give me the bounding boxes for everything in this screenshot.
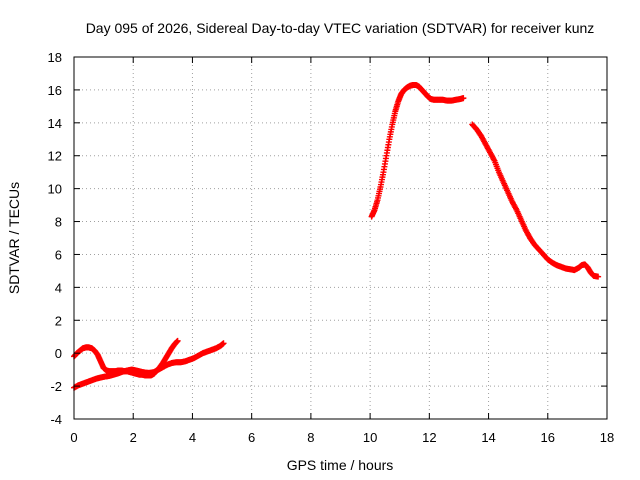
y-tick-label: 14 <box>48 116 62 131</box>
x-tick-label: 12 <box>422 430 436 445</box>
y-tick-label: 8 <box>55 215 62 230</box>
axis-ticks: 0 2 4 6 8 10 12 14 16 18 -4 -2 0 2 4 6 8 10 12 14 16 18 <box>48 50 615 445</box>
y-tick-label: -2 <box>50 379 62 394</box>
series-3 <box>368 81 467 220</box>
data-points <box>71 81 602 391</box>
y-tick-label: 16 <box>48 83 62 98</box>
chart-title: Day 095 of 2026, Sidereal Day-to-day VTE… <box>86 20 595 36</box>
data-point <box>595 273 602 280</box>
grid-lines <box>74 57 607 419</box>
data-point <box>460 95 467 102</box>
series-2 <box>71 340 227 391</box>
y-tick-label: 6 <box>55 247 62 262</box>
y-axis-label: SDTVAR / TECUs <box>6 182 22 294</box>
y-tick-label: 0 <box>55 346 62 361</box>
y-tick-label: 12 <box>48 149 62 164</box>
x-tick-label: 8 <box>307 430 314 445</box>
x-axis-label: GPS time / hours <box>287 457 394 473</box>
x-tick-label: 16 <box>541 430 555 445</box>
x-tick-label: 6 <box>248 430 255 445</box>
x-tick-label: 18 <box>600 430 614 445</box>
x-tick-label: 10 <box>363 430 377 445</box>
x-tick-label: 4 <box>189 430 196 445</box>
data-point <box>174 337 181 344</box>
x-tick-label: 2 <box>130 430 137 445</box>
y-tick-label: 18 <box>48 50 62 65</box>
plot-frame <box>73 56 608 420</box>
y-tick-label: -4 <box>50 412 62 427</box>
y-tick-label: 2 <box>55 313 62 328</box>
y-tick-label: 4 <box>55 280 62 295</box>
x-tick-label: 14 <box>481 430 495 445</box>
x-tick-label: 0 <box>70 430 77 445</box>
data-point <box>220 340 227 347</box>
series-4 <box>469 121 602 280</box>
y-tick-label: 10 <box>48 182 62 197</box>
